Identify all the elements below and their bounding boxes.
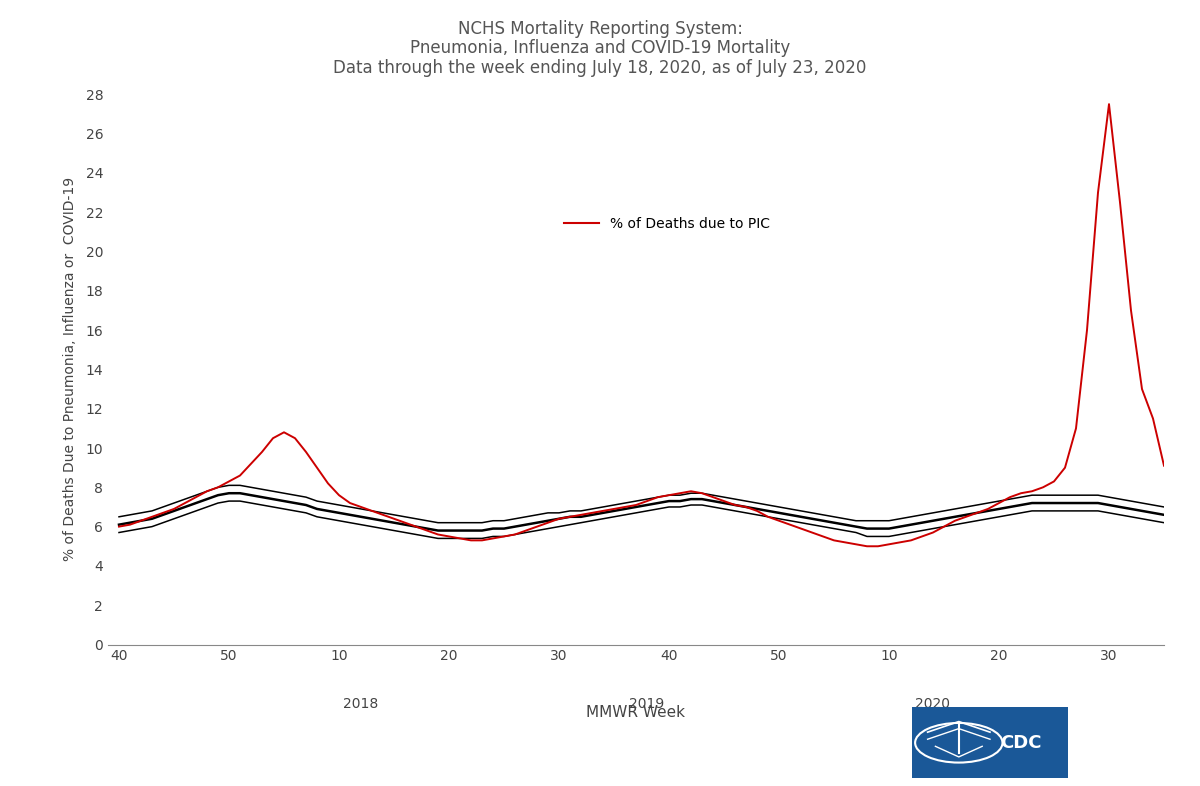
Text: CDC: CDC xyxy=(1001,734,1042,751)
Y-axis label: % of Deaths Due to Pneumonia, Influenza or  COVID-19: % of Deaths Due to Pneumonia, Influenza … xyxy=(64,178,77,561)
Text: 2018: 2018 xyxy=(343,697,379,711)
X-axis label: MMWR Week: MMWR Week xyxy=(587,705,685,720)
Text: 2020: 2020 xyxy=(916,697,950,711)
Text: 2019: 2019 xyxy=(629,697,665,711)
FancyBboxPatch shape xyxy=(908,706,1072,780)
Text: NCHS Mortality Reporting System:: NCHS Mortality Reporting System: xyxy=(457,20,743,38)
Text: Data through the week ending July 18, 2020, as of July 23, 2020: Data through the week ending July 18, 20… xyxy=(334,59,866,77)
Text: Pneumonia, Influenza and COVID-19 Mortality: Pneumonia, Influenza and COVID-19 Mortal… xyxy=(410,39,790,57)
Legend: % of Deaths due to PIC: % of Deaths due to PIC xyxy=(558,211,775,237)
